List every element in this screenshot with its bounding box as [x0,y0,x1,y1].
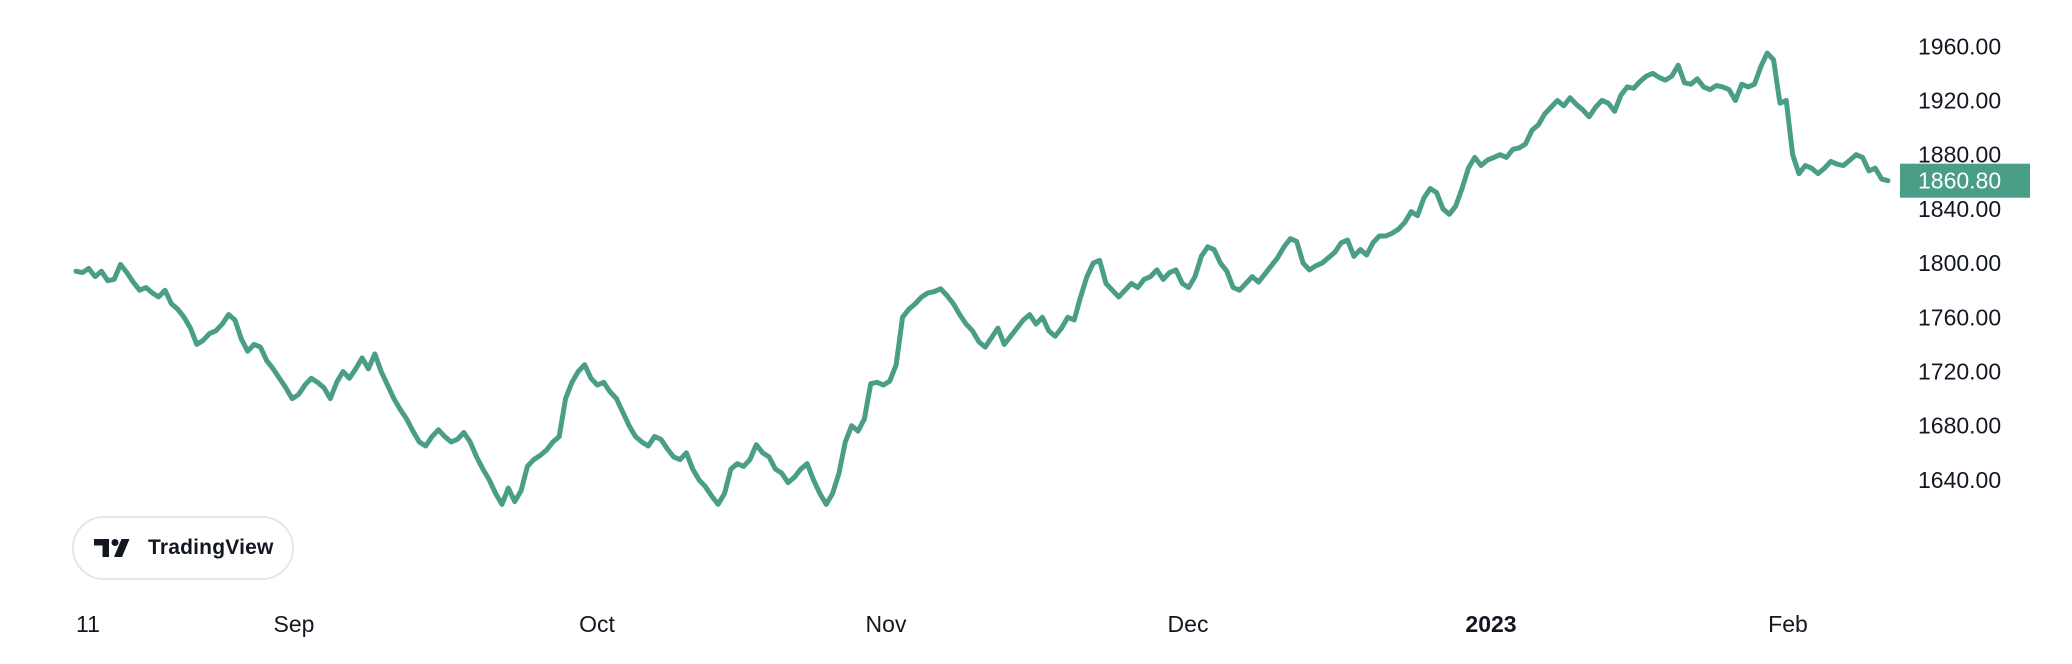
x-axis: 11 Sep Oct Nov Dec 2023 Feb [76,611,1808,637]
tradingview-badge[interactable]: TradingView [72,516,294,580]
y-tick-label: 1840.00 [1918,196,2001,222]
x-tick-label: 11 [76,611,100,637]
x-tick-label: Oct [579,611,615,637]
y-tick-label: 1960.00 [1918,33,2001,59]
y-tick-label: 1720.00 [1918,359,2001,385]
last-price-marker: 1860.80 [1900,163,2030,198]
brand-name: TradingView [148,536,274,559]
y-tick-label: 1800.00 [1918,250,2001,276]
y-axis: 1960.00 1920.00 1880.00 1840.00 1800.00 1760.… [1918,33,2001,493]
x-tick-label: Dec [1168,611,1209,637]
x-tick-label: Nov [866,611,907,637]
y-tick-label: 1880.00 [1918,142,2001,168]
last-price-label: 1860.80 [1918,168,2001,194]
last-price-badge [1900,163,2030,198]
y-tick-label: 1760.00 [1918,304,2001,330]
plot-area [73,50,1891,507]
tradingview-logo-icon [94,539,130,557]
y-tick-label: 1920.00 [1918,87,2001,113]
y-tick-label: 1640.00 [1918,467,2001,493]
y-tick-label: 1680.00 [1918,413,2001,439]
x-tick-label: 2023 [1465,611,1516,637]
price-series-line [73,50,1891,507]
x-tick-label: Sep [274,611,315,637]
x-tick-label: Feb [1768,611,1808,637]
